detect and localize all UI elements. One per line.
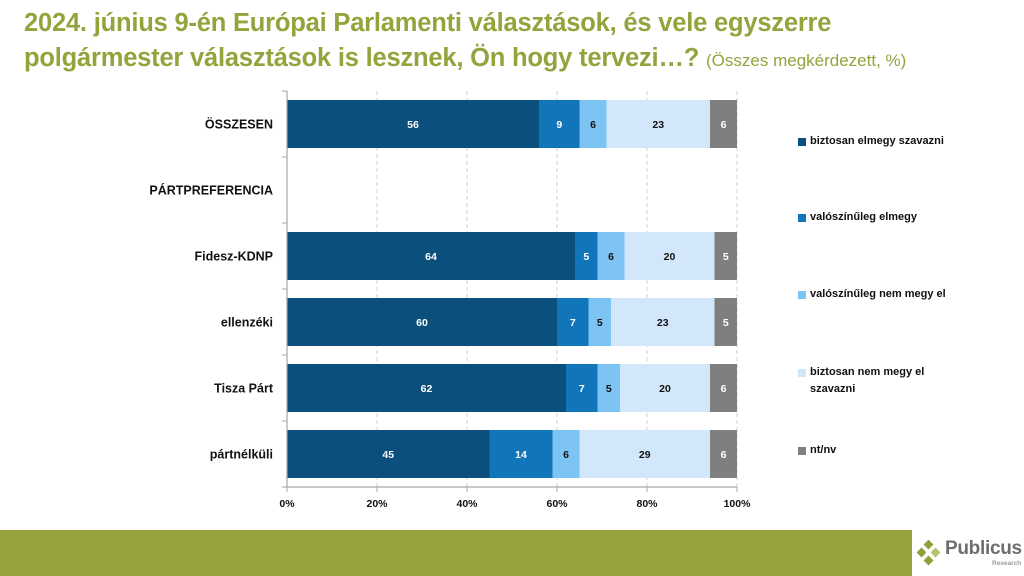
bar-segment xyxy=(579,430,710,478)
legend-item: biztosan nem megy el szavazni xyxy=(798,364,988,398)
bar-segment xyxy=(611,298,715,346)
legend-label: nt/nv xyxy=(810,444,837,456)
data-label: 7 xyxy=(579,383,585,395)
legend-item: nt/nv xyxy=(798,442,988,459)
data-label: 56 xyxy=(407,119,419,131)
legend-swatch xyxy=(798,290,806,299)
bar-segment xyxy=(714,298,737,346)
data-label: 23 xyxy=(652,119,664,131)
bar-segment xyxy=(489,430,553,478)
legend-label: biztosan elmegy szavazni xyxy=(810,135,944,147)
data-label: 9 xyxy=(556,119,562,131)
legend-item: valószínűleg elmegy xyxy=(798,209,988,226)
bar-segment xyxy=(539,100,580,148)
legend-swatch xyxy=(798,368,806,377)
bar-segment xyxy=(287,232,575,280)
bar-segment xyxy=(552,430,580,478)
legend-label: valószínűleg elmegy xyxy=(810,211,917,223)
legend-swatch xyxy=(798,213,806,222)
data-label: 5 xyxy=(597,317,603,329)
x-tick-labels: 0% 20% 40% 60% 80% 100% xyxy=(279,498,751,510)
axes xyxy=(282,90,738,492)
chart-title: 2024. június 9-én Európai Parlamenti vál… xyxy=(24,6,1014,78)
x-tick-label: 60% xyxy=(546,498,568,510)
bar-segment xyxy=(287,100,539,148)
data-label: 5 xyxy=(723,317,729,329)
category-label: pártnélküli xyxy=(210,448,273,462)
brand-sub: Research xyxy=(992,560,1022,567)
bar-segment xyxy=(579,100,607,148)
bar-segment xyxy=(287,430,490,478)
bars: 56 9 6 23 664 5 6 20 560 7 5 23 562 7 5 20 645 14 6 29 6 xyxy=(287,100,737,478)
data-label: 6 xyxy=(721,119,727,131)
legend-swatch xyxy=(798,137,806,146)
category-labels: ÖSSZESEN PÁRTPREFERENCIA Fidesz-KDNP ellenz… xyxy=(149,117,273,462)
bar-segment xyxy=(710,364,737,412)
category-label: PÁRTPREFERENCIA xyxy=(149,183,273,198)
bar-segment xyxy=(620,364,710,412)
data-label: 23 xyxy=(657,317,669,329)
bar-segment xyxy=(597,232,625,280)
bar-segment xyxy=(588,298,611,346)
data-label: 5 xyxy=(606,383,612,395)
bar-segment xyxy=(287,298,557,346)
legend-swatch xyxy=(798,446,806,455)
stacked-bar-chart: 56 9 6 23 664 5 6 20 560 7 5 23 562 7 5 20 645 14 6 29 6 ÖSS… xyxy=(149,90,751,510)
x-tick-label: 80% xyxy=(636,498,658,510)
x-tick-label: 0% xyxy=(279,498,295,510)
brand-name: Publicus xyxy=(945,538,1022,559)
data-label: 64 xyxy=(425,251,437,263)
data-label: 29 xyxy=(639,449,651,461)
x-tick-label: 40% xyxy=(456,498,478,510)
data-label: 6 xyxy=(608,251,614,263)
x-tick-label: 20% xyxy=(366,498,388,510)
bar-segment xyxy=(566,364,598,412)
legend-label: biztosan nem megy el szavazni xyxy=(810,366,925,395)
data-label: 6 xyxy=(563,449,569,461)
data-label: 6 xyxy=(590,119,596,131)
bar-segment xyxy=(557,298,589,346)
x-tick-label: 100% xyxy=(724,498,752,510)
grid-lines xyxy=(376,91,738,487)
publicus-logo-icon xyxy=(916,540,941,566)
data-label: 20 xyxy=(664,251,676,263)
category-label: Tisza Párt xyxy=(214,382,274,396)
footer-band xyxy=(0,530,1024,576)
title-line-1: 2024. június 9-én Európai Parlamenti vál… xyxy=(24,9,832,37)
title-line-2: polgármester választások is lesznek, Ön … xyxy=(24,44,700,72)
data-label: 6 xyxy=(721,449,727,461)
category-label: ÖSSZESEN xyxy=(205,117,273,132)
bar-segment xyxy=(287,364,566,412)
data-label: 7 xyxy=(570,317,576,329)
publicus-logo: Publicus Research xyxy=(912,530,1024,576)
bar-segment xyxy=(714,232,737,280)
legend-item: valószínűleg nem megy el xyxy=(798,286,988,303)
data-label: 60 xyxy=(416,317,428,329)
data-label: 45 xyxy=(382,449,394,461)
bar-segment xyxy=(575,232,598,280)
legend-label: valószínűleg nem megy el xyxy=(810,288,946,300)
bar-segment xyxy=(710,100,737,148)
data-label: 5 xyxy=(723,251,729,263)
data-label: 20 xyxy=(659,383,671,395)
bar-segment xyxy=(710,430,737,478)
data-label: 5 xyxy=(583,251,589,263)
bar-segment xyxy=(624,232,715,280)
data-label: 14 xyxy=(515,449,527,461)
data-label: 62 xyxy=(421,383,433,395)
title-subtitle: (Összes megkérdezett, %) xyxy=(706,51,907,70)
data-label: 6 xyxy=(721,383,727,395)
bar-segment xyxy=(606,100,710,148)
category-label: ellenzéki xyxy=(221,316,273,330)
bar-segment xyxy=(597,364,620,412)
category-label: Fidesz-KDNP xyxy=(195,250,273,264)
legend-item: biztosan elmegy szavazni xyxy=(798,133,988,150)
